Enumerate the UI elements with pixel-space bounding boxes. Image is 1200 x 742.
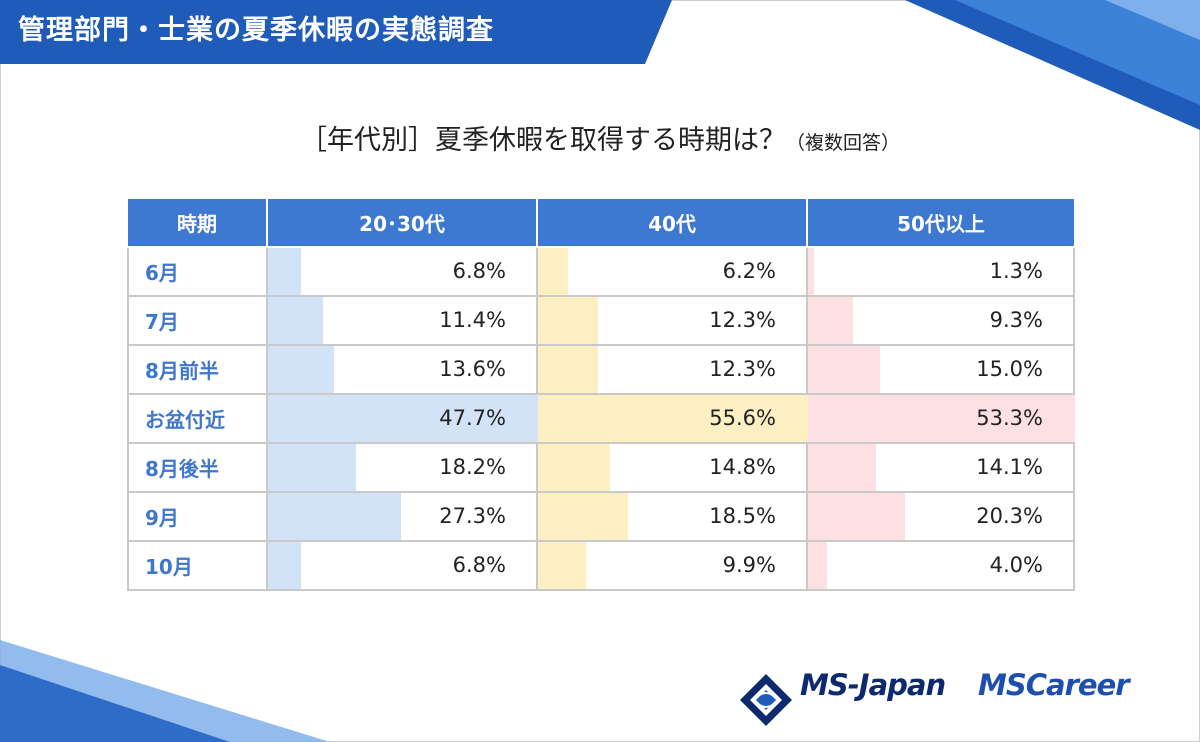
value-label: 6.8%	[452, 553, 506, 577]
value-cell: 6.8%	[266, 246, 538, 297]
row-label: 7月	[127, 295, 268, 346]
value-cell: 12.3%	[536, 344, 808, 395]
value-bar	[268, 542, 302, 589]
value-label: 12.3%	[709, 357, 776, 381]
row-label: 8月前半	[127, 344, 268, 395]
value-bar	[808, 297, 853, 344]
value-bar	[538, 493, 628, 540]
bottom-left-stripe-dark	[0, 665, 230, 742]
value-label: 13.6%	[439, 357, 506, 381]
row-label: 9月	[127, 491, 268, 542]
value-bar	[808, 395, 1075, 442]
value-cell: 53.3%	[806, 393, 1075, 444]
value-bar	[538, 248, 569, 295]
value-bar	[538, 395, 808, 442]
value-bar	[808, 248, 815, 295]
header-row: 時期 20･30代 40代 50代以上	[128, 197, 1074, 248]
value-label: 4.0%	[989, 553, 1043, 577]
value-bar	[538, 444, 610, 491]
value-label: 27.3%	[439, 504, 506, 528]
value-bar	[538, 297, 598, 344]
value-label: 11.4%	[439, 308, 506, 332]
table-row: 8月前半 13.6% 12.3% 15.0%	[127, 344, 1075, 395]
chart-title: ［年代別］夏季休暇を取得する時期は？（複数回答）	[0, 118, 1200, 157]
value-cell: 9.9%	[536, 540, 808, 591]
value-bar	[808, 542, 828, 589]
table-body: 6月 6.8% 6.2% 1.3% 7月 11.4% 12.3% 9.3% 8月前半 13.6% 1…	[127, 246, 1075, 591]
ms-career-logo: MSCareer	[978, 668, 1130, 702]
header-series-0: 20･30代	[266, 197, 538, 248]
value-label: 18.2%	[439, 455, 506, 479]
value-cell: 15.0%	[806, 344, 1075, 395]
value-label: 47.7%	[439, 406, 506, 430]
row-label: お盆付近	[127, 393, 268, 444]
row-label: 8月後半	[127, 442, 268, 493]
value-bar	[268, 444, 357, 491]
title-banner-shape	[0, 0, 672, 64]
row-label: 10月	[127, 540, 268, 591]
period-by-age-table: 時期 20･30代 40代 50代以上 6月 6.8% 6.2% 1.3% 7月 11.4…	[127, 197, 1075, 591]
value-cell: 18.5%	[536, 491, 808, 542]
ms-japan-logo-text: MS-Japan	[800, 668, 946, 702]
value-cell: 13.6%	[266, 344, 538, 395]
value-cell: 9.3%	[806, 295, 1075, 346]
table-row: 9月 27.3% 18.5% 20.3%	[127, 491, 1075, 542]
value-cell: 20.3%	[806, 491, 1075, 542]
table-row: 6月 6.8% 6.2% 1.3%	[127, 246, 1075, 297]
value-cell: 14.8%	[536, 442, 808, 493]
table-row: お盆付近 47.7% 55.6% 53.3%	[127, 393, 1075, 444]
top-right-stripe-pale	[1105, 0, 1200, 40]
value-cell: 27.3%	[266, 491, 538, 542]
top-right-stripe-light	[955, 0, 1200, 105]
value-bar	[808, 346, 881, 393]
header-period: 時期	[128, 197, 268, 248]
chart-title-note: （複数回答）	[785, 132, 900, 154]
ms-japan-logo-icon	[740, 674, 792, 726]
table-row: 7月 11.4% 12.3% 9.3%	[127, 295, 1075, 346]
value-label: 6.2%	[722, 259, 776, 283]
value-bar	[808, 493, 906, 540]
value-bar	[268, 248, 302, 295]
value-label: 9.3%	[989, 308, 1043, 332]
value-label: 18.5%	[709, 504, 776, 528]
value-cell: 18.2%	[266, 442, 538, 493]
value-cell: 6.2%	[536, 246, 808, 297]
value-cell: 1.3%	[806, 246, 1075, 297]
value-cell: 12.3%	[536, 295, 808, 346]
value-bar	[268, 346, 335, 393]
value-bar	[808, 444, 876, 491]
value-label: 55.6%	[709, 406, 776, 430]
banner-title: 管理部門・士業の夏季休暇の実態調査	[18, 15, 494, 46]
header-series-2: 50代以上	[806, 197, 1074, 248]
value-label: 14.1%	[976, 455, 1043, 479]
value-label: 1.3%	[989, 259, 1043, 283]
value-label: 53.3%	[976, 406, 1043, 430]
value-label: 15.0%	[976, 357, 1043, 381]
value-label: 20.3%	[976, 504, 1043, 528]
value-label: 6.8%	[452, 259, 506, 283]
value-cell: 4.0%	[806, 540, 1075, 591]
value-label: 14.8%	[709, 455, 776, 479]
value-bar	[268, 297, 324, 344]
header-series-1: 40代	[536, 197, 808, 248]
value-label: 9.9%	[722, 553, 776, 577]
value-bar	[268, 395, 538, 442]
value-cell: 6.8%	[266, 540, 538, 591]
table-row: 10月 6.8% 9.9% 4.0%	[127, 540, 1075, 591]
value-cell: 47.7%	[266, 393, 538, 444]
value-bar	[538, 346, 598, 393]
value-label: 12.3%	[709, 308, 776, 332]
row-label: 6月	[127, 246, 268, 297]
chart-title-main: ［年代別］夏季休暇を取得する時期は？	[299, 125, 786, 156]
value-bar	[538, 542, 587, 589]
value-cell: 14.1%	[806, 442, 1075, 493]
table-row: 8月後半 18.2% 14.8% 14.1%	[127, 442, 1075, 493]
value-cell: 11.4%	[266, 295, 538, 346]
value-cell: 55.6%	[536, 393, 808, 444]
value-bar	[268, 493, 401, 540]
